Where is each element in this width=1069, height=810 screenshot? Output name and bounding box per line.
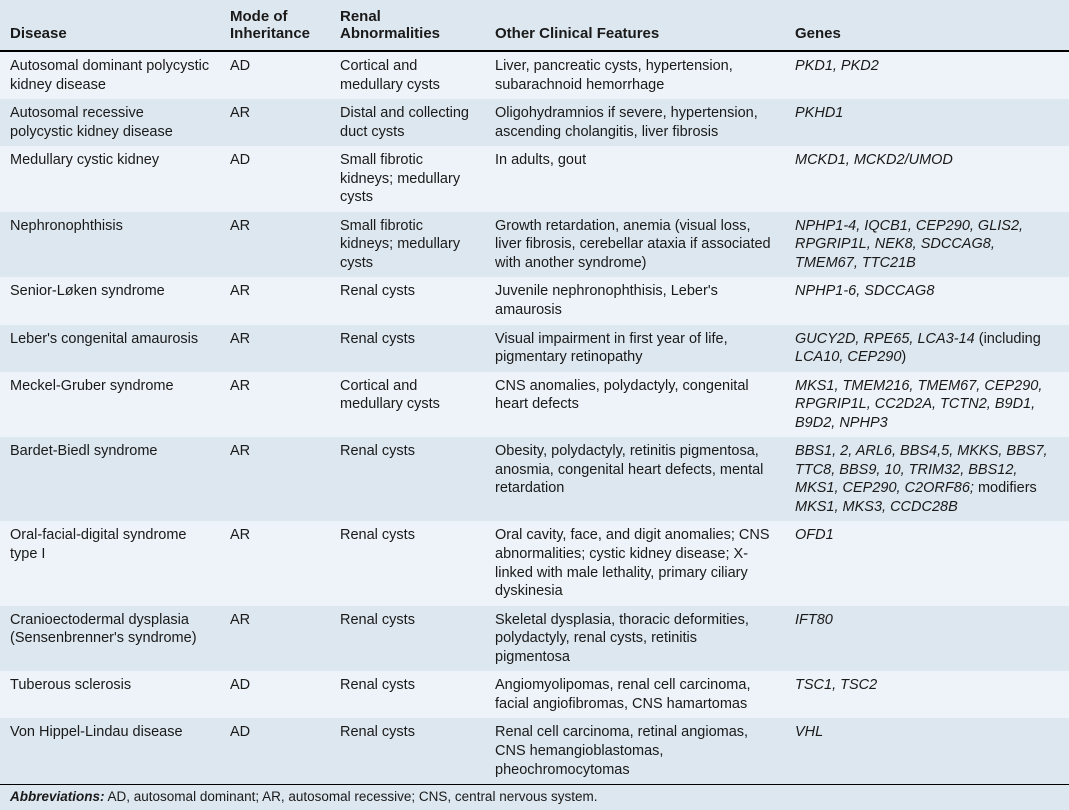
- cell-renal: Cortical and medullary cysts: [330, 372, 485, 438]
- table-row: Autosomal dominant polycystic kidney dis…: [0, 51, 1069, 99]
- cell-renal: Distal and collecting duct cysts: [330, 99, 485, 146]
- cell-renal: Renal cysts: [330, 606, 485, 672]
- cell-genes: IFT80: [785, 606, 1069, 672]
- cell-disease: Senior-Løken syndrome: [0, 277, 220, 324]
- table-row: Meckel-Gruber syndromeARCortical and med…: [0, 372, 1069, 438]
- cell-mode: AR: [220, 99, 330, 146]
- cell-other: Renal cell carcinoma, retinal angiomas, …: [485, 718, 785, 784]
- cell-disease: Leber's congenital amaurosis: [0, 325, 220, 372]
- cell-renal: Small fibrotic kidneys; medullary cysts: [330, 212, 485, 278]
- cell-disease: Meckel-Gruber syndrome: [0, 372, 220, 438]
- table-row: Senior-Løken syndromeARRenal cystsJuveni…: [0, 277, 1069, 324]
- cell-disease: Autosomal recessive polycystic kidney di…: [0, 99, 220, 146]
- col-renal: Renal Abnormalities: [330, 0, 485, 51]
- cell-mode: AD: [220, 671, 330, 718]
- cell-mode: AR: [220, 325, 330, 372]
- table-row: Oral-facial-digital syndrome type IARRen…: [0, 521, 1069, 605]
- cell-renal: Renal cysts: [330, 437, 485, 521]
- cell-disease: Medullary cystic kidney: [0, 146, 220, 212]
- cell-other: Oral cavity, face, and digit anomalies; …: [485, 521, 785, 605]
- cell-genes: TSC1, TSC2: [785, 671, 1069, 718]
- cell-mode: AR: [220, 372, 330, 438]
- cell-other: Growth retardation, anemia (visual loss,…: [485, 212, 785, 278]
- table-row: Autosomal recessive polycystic kidney di…: [0, 99, 1069, 146]
- table-header: Disease Mode of Inheritance Renal Abnorm…: [0, 0, 1069, 51]
- cell-renal: Renal cysts: [330, 277, 485, 324]
- cell-genes: PKHD1: [785, 99, 1069, 146]
- cell-mode: AR: [220, 606, 330, 672]
- cell-disease: Nephronophthisis: [0, 212, 220, 278]
- cell-disease: Tuberous sclerosis: [0, 671, 220, 718]
- cell-other: Obesity, polydactyly, retinitis pigmento…: [485, 437, 785, 521]
- cell-renal: Renal cysts: [330, 718, 485, 784]
- table-row: Medullary cystic kidneyADSmall fibrotic …: [0, 146, 1069, 212]
- cell-other: Liver, pancreatic cysts, hypertension, s…: [485, 51, 785, 99]
- cell-disease: Oral-facial-digital syndrome type I: [0, 521, 220, 605]
- footer-label: Abbreviations:: [10, 789, 105, 804]
- cell-other: Visual impairment in first year of life,…: [485, 325, 785, 372]
- cell-mode: AD: [220, 146, 330, 212]
- cell-genes: MKS1, TMEM216, TMEM67, CEP290, RPGRIP1L,…: [785, 372, 1069, 438]
- cell-mode: AR: [220, 521, 330, 605]
- cell-renal: Renal cysts: [330, 671, 485, 718]
- cell-other: Angiomyolipomas, renal cell carcinoma, f…: [485, 671, 785, 718]
- table-row: Leber's congenital amaurosisARRenal cyst…: [0, 325, 1069, 372]
- cell-renal: Renal cysts: [330, 325, 485, 372]
- cell-mode: AR: [220, 212, 330, 278]
- cell-other: Oligohydramnios if severe, hypertension,…: [485, 99, 785, 146]
- cell-mode: AD: [220, 718, 330, 784]
- cell-genes: VHL: [785, 718, 1069, 784]
- cell-renal: Renal cysts: [330, 521, 485, 605]
- footer-text: AD, autosomal dominant; AR, autosomal re…: [105, 789, 598, 804]
- cell-other: Juvenile nephronophthisis, Leber's amaur…: [485, 277, 785, 324]
- cell-disease: Von Hippel-Lindau disease: [0, 718, 220, 784]
- cell-other: CNS anomalies, polydactyly, congenital h…: [485, 372, 785, 438]
- cell-disease: Autosomal dominant polycystic kidney dis…: [0, 51, 220, 99]
- col-genes: Genes: [785, 0, 1069, 51]
- table-row: Von Hippel-Lindau diseaseADRenal cystsRe…: [0, 718, 1069, 784]
- cell-genes: GUCY2D, RPE65, LCA3-14 (including LCA10,…: [785, 325, 1069, 372]
- col-disease: Disease: [0, 0, 220, 51]
- disease-table: Disease Mode of Inheritance Renal Abnorm…: [0, 0, 1069, 784]
- cell-genes: NPHP1-6, SDCCAG8: [785, 277, 1069, 324]
- cell-genes: MCKD1, MCKD2/UMOD: [785, 146, 1069, 212]
- cell-renal: Small fibrotic kidneys; medullary cysts: [330, 146, 485, 212]
- cell-other: Skeletal dysplasia, thoracic deformities…: [485, 606, 785, 672]
- cell-genes: NPHP1-4, IQCB1, CEP290, GLIS2, RPGRIP1L,…: [785, 212, 1069, 278]
- cell-disease: Bardet-Biedl syndrome: [0, 437, 220, 521]
- cell-genes: OFD1: [785, 521, 1069, 605]
- cell-mode: AD: [220, 51, 330, 99]
- table-body: Autosomal dominant polycystic kidney dis…: [0, 51, 1069, 784]
- cell-renal: Cortical and medullary cysts: [330, 51, 485, 99]
- abbreviations-footer: Abbreviations: AD, autosomal dominant; A…: [0, 784, 1069, 810]
- cell-genes: PKD1, PKD2: [785, 51, 1069, 99]
- table-row: Tuberous sclerosisADRenal cystsAngiomyol…: [0, 671, 1069, 718]
- cell-mode: AR: [220, 437, 330, 521]
- col-mode: Mode of Inheritance: [220, 0, 330, 51]
- col-other: Other Clinical Features: [485, 0, 785, 51]
- cell-other: In adults, gout: [485, 146, 785, 212]
- cell-disease: Cranioectodermal dysplasia (Sensenbrenne…: [0, 606, 220, 672]
- cell-mode: AR: [220, 277, 330, 324]
- table-row: NephronophthisisARSmall fibrotic kidneys…: [0, 212, 1069, 278]
- table-row: Bardet-Biedl syndromeARRenal cystsObesit…: [0, 437, 1069, 521]
- cell-genes: BBS1, 2, ARL6, BBS4,5, MKKS, BBS7, TTC8,…: [785, 437, 1069, 521]
- table-row: Cranioectodermal dysplasia (Sensenbrenne…: [0, 606, 1069, 672]
